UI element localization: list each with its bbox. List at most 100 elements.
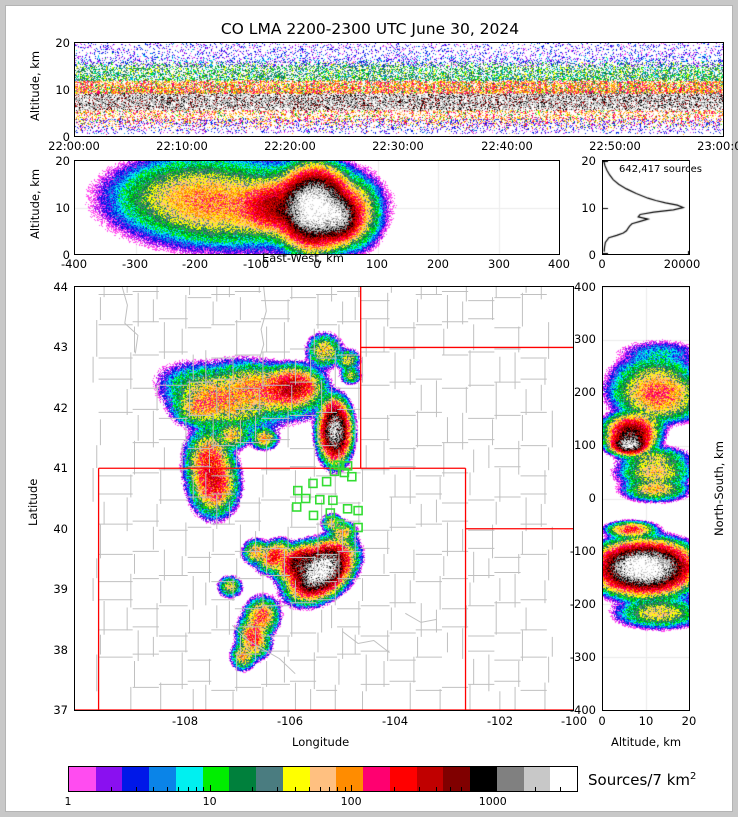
map-overlay [75,287,573,710]
map-ytick-37: 37 [53,703,68,717]
colorbar-minor-tick [110,787,112,791]
ew-xtick-m400: -400 [60,257,88,271]
colorbar-minor-tick [277,787,279,791]
map-ytick-38: 38 [53,643,68,657]
time-xtick-0: 22:00:00 [48,139,100,153]
figure-title: CO LMA 2200-2300 UTC June 30, 2024 [220,20,520,38]
map-ytick-44: 44 [53,280,68,294]
colorbar-minor-tick [294,787,296,791]
ns-ytick-100: 100 [574,438,596,452]
lma-station-marker [315,494,325,505]
colorbar-title: Sources/7 km2 [588,771,696,789]
lma-station-marker [353,522,363,533]
colorbar-minor-tick [329,787,331,791]
ew-panel-xlabel: East-West, km [262,251,344,265]
colorbar-tick-label: 1000 [478,795,507,808]
colorbar-major-tick [68,785,69,791]
hist-xtick-0: 0 [598,257,606,271]
hist-ytick-20: 20 [581,154,596,168]
map-ytick-42: 42 [53,401,68,415]
map-xtick-m100: -100 [560,714,588,728]
colorbar-title-text: Sources/7 km [588,771,690,789]
ns-ytick-m400: -400 [569,703,596,717]
colorbar-tick-label: 100 [340,795,362,808]
colorbar-minor-tick [319,787,321,791]
ew-xtick-100: 100 [366,257,388,271]
ew-xtick-400: 400 [548,257,570,271]
map-ytick-41: 41 [53,461,68,475]
lma-station-marker [342,461,353,471]
colorbar-segment [523,767,551,791]
colorbar-segment [496,767,524,791]
lma-station-marker [333,460,344,471]
colorbar-minor-tick [178,787,180,791]
colorbar-segment [470,767,497,791]
map-xlabel: Longitude [292,735,350,749]
ew-xtick-0: 0 [313,257,321,271]
colorbar-major-tick [209,785,211,791]
ew-ytick-0: 0 [62,248,70,262]
colorbar-segment [202,767,230,791]
time-ytick-0: 0 [62,130,70,144]
ns-ytick-m300: -300 [569,650,596,664]
ew-ytick-20: 20 [55,154,70,168]
colorbar-minor-tick [470,787,472,791]
north-south-panel [602,286,690,711]
colorbar-segment [416,767,444,791]
map-xtick-m108: -108 [171,714,199,728]
figure-canvas: CO LMA 2200-2300 UTC June 30, 2024 20 10… [5,5,738,812]
colorbar-segment [256,767,283,791]
time-height-panel [74,42,724,137]
lma-station-marker [342,504,353,514]
lma-station-marker [291,502,302,512]
ns-xtick-20: 20 [681,714,697,728]
colorbar-minor-tick [450,787,452,791]
ns-ytick-300: 300 [574,332,596,346]
time-panel-ylabel: Altitude, km [28,50,42,121]
map-xtick-m106: -106 [276,714,304,728]
ew-xtick-m100: -100 [242,257,270,271]
ns-xtick-0: 0 [598,714,606,728]
colorbar-segment [336,767,364,791]
colorbar-minor-tick [337,787,339,791]
colorbar-segment [282,767,310,791]
time-ytick-20: 20 [55,36,70,50]
time-xtick-5: 22:50:00 [589,139,641,153]
colorbar-segment [95,767,123,791]
ns-ytick-m100: -100 [569,544,596,558]
plan-view-map-panel [74,286,574,711]
map-ylabel: Latitude [26,478,40,526]
lma-station-marker [321,476,332,487]
lma-station-marker [300,493,311,504]
colorbar-minor-tick [153,787,155,791]
colorbar-minor-tick [535,787,537,791]
colorbar-minor-tick [461,787,463,791]
colorbar-minor-tick [436,787,438,791]
colorbar-minor-tick [203,787,205,791]
time-xtick-1: 22:10:00 [156,139,208,153]
ew-xtick-200: 200 [427,257,449,271]
colorbar-minor-tick [486,787,488,791]
lma-station-marker [334,519,345,529]
ns-ytick-400: 400 [574,280,596,294]
sources-density-colorbar[interactable] [68,766,578,792]
hist-xtick-20000: 20000 [663,257,701,271]
ew-xtick-m300: -300 [121,257,149,271]
colorbar-segment [550,767,577,791]
ew-panel-ylabel: Altitude, km [28,168,42,239]
time-xtick-2: 22:20:00 [264,139,316,153]
lma-station-marker [353,505,363,516]
time-xtick-6: 23:00:00 [697,139,738,153]
ew-xtick-300: 300 [488,257,510,271]
colorbar-tick-label: 1 [64,795,72,808]
ew-ytick-10: 10 [55,201,70,215]
ns-ytick-m200: -200 [569,597,596,611]
lma-station-marker [328,495,338,506]
time-ytick-10: 10 [55,83,70,97]
colorbar-major-tick [492,785,494,791]
map-xtick-m104: -104 [381,714,409,728]
colorbar-minor-tick [252,787,254,791]
colorbar-segment [229,767,257,791]
map-xtick-m102: -102 [486,714,514,728]
colorbar-minor-tick [344,787,346,791]
